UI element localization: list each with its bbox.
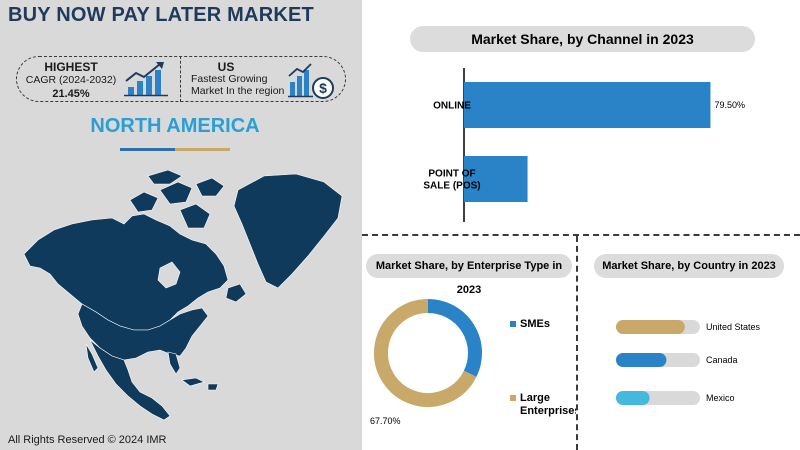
channel-chart-title: Market Share, by Channel in 2023: [410, 26, 755, 52]
svg-text:$: $: [319, 80, 327, 96]
channel-value-label-0: 79.50%: [714, 100, 745, 110]
cagr-heading: HIGHEST: [44, 60, 98, 74]
channel-bar-chart: ONLINE 79.50% POINT OF SALE (POS): [423, 68, 745, 222]
region-underline-blue: [120, 148, 175, 151]
fastest-country: US: [217, 60, 235, 74]
donut-value-label-1: 67.70%: [370, 416, 401, 426]
section-divider-vertical: [576, 236, 578, 450]
country-bar-1: [616, 353, 667, 367]
legend-label-1: Large Enterprises: [520, 392, 576, 417]
donut-slice-1: [374, 299, 477, 407]
country-bar-2: [616, 391, 650, 405]
enterprise-donut-chart: 67.70% SMEs Large Enterprises: [370, 299, 576, 426]
stats-box: [16, 56, 346, 102]
dollar-chart-icon: $: [288, 63, 334, 99]
region-underline-gold: [175, 148, 230, 151]
region-title: NORTH AMERICA: [90, 115, 260, 137]
copyright-text: All Rights Reserved © 2024 IMR: [8, 434, 167, 446]
growth-chart-icon: [124, 62, 168, 97]
page-title: BUY NOW PAY LATER MARKET: [8, 4, 314, 26]
legend-marker-0: [510, 321, 516, 327]
country-chart-title: Market Share, by Country in 2023: [594, 254, 784, 278]
channel-bar-1: [464, 156, 528, 202]
country-label-2: Mexico: [706, 393, 735, 403]
country-label-1: Canada: [706, 355, 738, 365]
legend-label-0: SMEs: [520, 318, 550, 330]
country-bar-0: [616, 320, 685, 334]
cagr-label: CAGR (2024-2032): [25, 74, 117, 86]
country-bar-chart: United States Canada Mexico: [616, 320, 761, 405]
section-divider-horizontal: [362, 234, 800, 236]
cagr-value: 21.45%: [52, 88, 90, 100]
donut-slice-0: [427, 299, 482, 377]
country-label-0: United States: [706, 322, 761, 332]
north-america-map: [23, 170, 343, 421]
stats-divider: [180, 56, 181, 102]
enterprise-chart-title: Market Share, by Enterprise Type in 2023: [366, 254, 572, 296]
channel-category-label-0: ONLINE: [433, 101, 471, 112]
channel-bar-0: [464, 82, 711, 128]
legend-marker-1: [510, 395, 516, 401]
fastest-label-line1: Fastest Growing: [191, 73, 268, 85]
fastest-label-line2: Market In the region: [191, 85, 285, 97]
channel-category-label-1: POINT OF SALE (POS): [423, 169, 480, 192]
